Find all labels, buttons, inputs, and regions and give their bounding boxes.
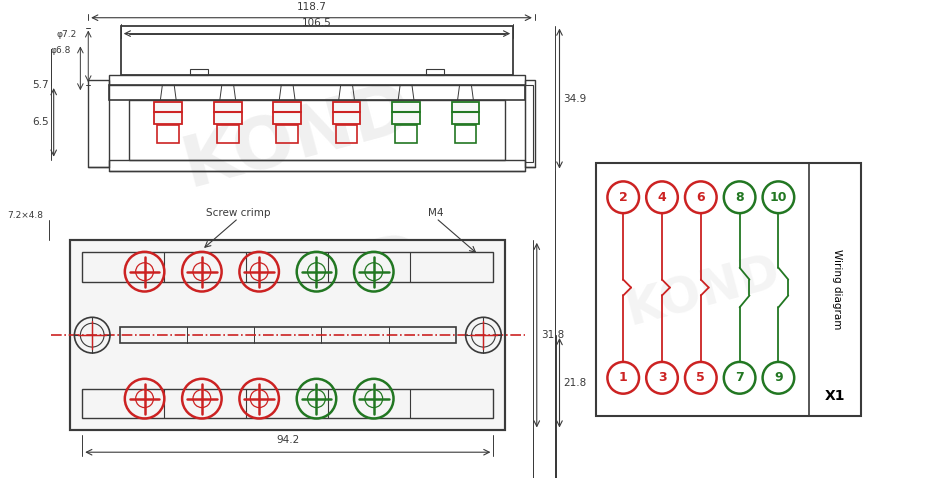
Bar: [70, 240, 504, 430]
Text: 118.7: 118.7: [297, 2, 326, 12]
Bar: [121, 26, 513, 75]
Text: 94.2: 94.2: [276, 435, 299, 445]
Bar: [108, 160, 525, 172]
Bar: [108, 85, 525, 100]
Bar: [217, 125, 238, 143]
Text: M4: M4: [427, 208, 443, 218]
Bar: [276, 125, 298, 143]
Bar: [392, 102, 419, 124]
Bar: [525, 80, 534, 166]
Bar: [595, 163, 860, 415]
Text: Wiring diagram: Wiring diagram: [832, 249, 841, 329]
Text: KOND: KOND: [175, 74, 420, 201]
Bar: [425, 69, 443, 75]
Text: 1: 1: [618, 371, 627, 384]
Text: 5: 5: [695, 371, 705, 384]
Text: 6.5: 6.5: [32, 118, 48, 127]
Bar: [83, 252, 493, 282]
Text: 106.5: 106.5: [302, 18, 332, 28]
Text: φ6.8: φ6.8: [50, 45, 70, 54]
Text: 9: 9: [773, 371, 781, 384]
Bar: [108, 75, 525, 85]
Text: 6: 6: [696, 191, 705, 204]
Bar: [129, 100, 504, 160]
Text: 5.7: 5.7: [32, 80, 48, 90]
Text: X1: X1: [824, 389, 844, 402]
Bar: [808, 163, 860, 415]
Bar: [454, 125, 476, 143]
Bar: [70, 240, 504, 430]
Text: 31.8: 31.8: [540, 330, 564, 340]
Bar: [83, 389, 493, 418]
Bar: [120, 327, 455, 343]
Text: 7: 7: [734, 371, 743, 384]
Text: 4: 4: [657, 191, 666, 204]
Bar: [213, 102, 241, 124]
Bar: [88, 80, 108, 166]
Bar: [395, 125, 416, 143]
Text: 21.8: 21.8: [563, 378, 586, 388]
Text: Screw crimp: Screw crimp: [206, 208, 271, 218]
Bar: [336, 125, 357, 143]
Text: 10: 10: [768, 191, 786, 204]
Text: 2: 2: [618, 191, 627, 204]
Bar: [190, 69, 208, 75]
Bar: [333, 102, 360, 124]
Bar: [158, 125, 179, 143]
Text: 7.2×4.8: 7.2×4.8: [6, 211, 43, 220]
Text: 3: 3: [657, 371, 666, 384]
Bar: [154, 102, 182, 124]
Text: 8: 8: [734, 191, 743, 204]
Text: φ7.2: φ7.2: [57, 30, 76, 39]
Bar: [451, 102, 479, 124]
Text: KOND: KOND: [619, 248, 784, 335]
Text: 34.9: 34.9: [563, 94, 586, 104]
Text: KOND: KOND: [157, 222, 438, 370]
Bar: [273, 102, 300, 124]
Bar: [525, 85, 532, 162]
